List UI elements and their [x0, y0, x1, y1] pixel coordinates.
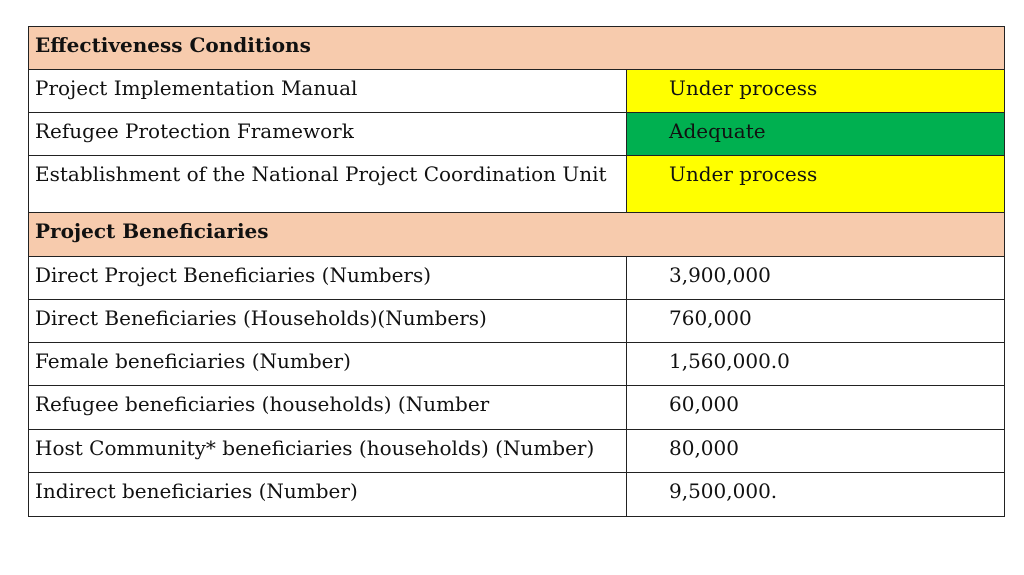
row-label: Host Community* beneficiaries (household…	[28, 429, 627, 473]
table-row: Direct Beneficiaries (Households)(Number…	[28, 299, 1006, 343]
row-label: Female beneficiaries (Number)	[28, 342, 627, 386]
status-cell-under-process: Under process	[625, 69, 1006, 113]
project-status-table: Effectiveness Conditions Project Impleme…	[27, 26, 1006, 517]
row-label: Establishment of the National Project Co…	[28, 155, 627, 213]
row-label: Project Implementation Manual	[28, 69, 627, 113]
table-row: Direct Project Beneficiaries (Numbers) 3…	[28, 256, 1006, 300]
row-value: 9,500,000.	[625, 472, 1006, 517]
row-label: Direct Project Beneficiaries (Numbers)	[28, 256, 627, 300]
row-value: 1,560,000.0	[625, 342, 1006, 386]
row-value: 3,900,000	[625, 256, 1006, 300]
table-row: Establishment of the National Project Co…	[28, 155, 1006, 213]
row-label: Indirect beneficiaries (Number)	[28, 472, 627, 517]
section-header-project-beneficiaries: Project Beneficiaries	[27, 212, 1006, 257]
section-title: Project Beneficiaries	[27, 212, 1006, 257]
row-label: Refugee Protection Framework	[28, 112, 627, 156]
row-value: 80,000	[625, 429, 1006, 473]
row-label: Direct Beneficiaries (Households)(Number…	[28, 299, 627, 343]
section-title: Effectiveness Conditions	[27, 26, 1006, 70]
section-header-effectiveness-conditions: Effectiveness Conditions	[27, 26, 1006, 70]
table-row: Female beneficiaries (Number) 1,560,000.…	[28, 342, 1006, 386]
table-row: Host Community* beneficiaries (household…	[28, 429, 1006, 473]
status-cell-adequate: Adequate	[625, 112, 1006, 156]
table-row: Indirect beneficiaries (Number) 9,500,00…	[28, 472, 1006, 517]
row-value: 60,000	[625, 385, 1006, 430]
status-cell-under-process: Under process	[625, 155, 1006, 213]
row-value: 760,000	[625, 299, 1006, 343]
table-row: Refugee beneficiaries (households) (Numb…	[28, 385, 1006, 430]
table-row: Project Implementation Manual Under proc…	[28, 69, 1006, 113]
table-row: Refugee Protection Framework Adequate	[28, 112, 1006, 156]
row-label: Refugee beneficiaries (households) (Numb…	[28, 385, 627, 430]
